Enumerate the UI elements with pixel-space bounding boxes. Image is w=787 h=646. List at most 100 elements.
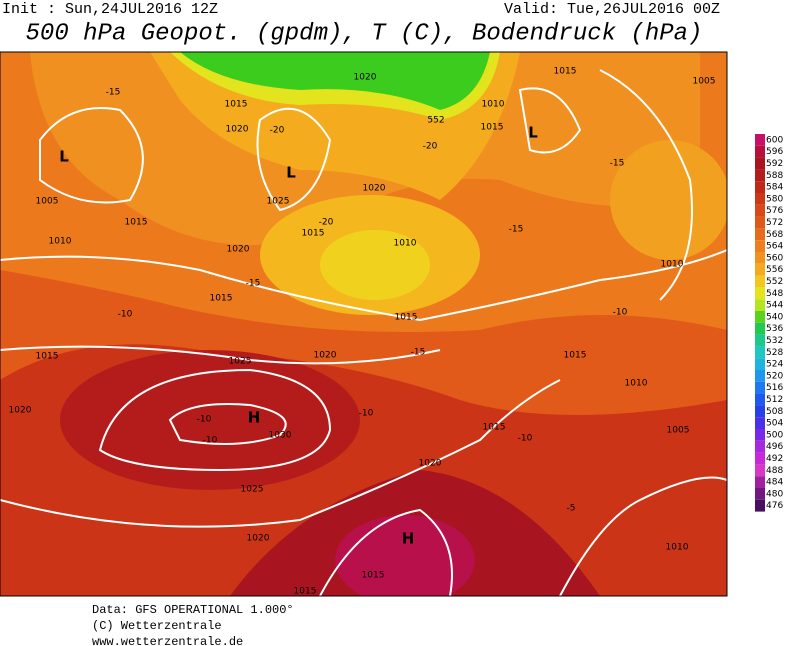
colorbar-swatch bbox=[755, 169, 765, 182]
colorbar-label: 540 bbox=[766, 312, 783, 322]
colorbar-swatch bbox=[755, 299, 765, 311]
contour-label: 1020 bbox=[9, 406, 32, 416]
colorbar-swatch bbox=[755, 193, 765, 205]
contour-label: 1015 bbox=[483, 423, 506, 433]
contour-label: -15 bbox=[411, 348, 426, 358]
colorbar-label: 536 bbox=[766, 324, 783, 334]
contour-label: -20 bbox=[423, 142, 438, 152]
pressure-center: H bbox=[248, 409, 261, 427]
contour-label: 1015 bbox=[302, 229, 325, 239]
colorbar-label: 584 bbox=[766, 183, 783, 193]
map-labels: -15 L 1005 1010 1015 1015 1020 -20 L 1025 1020 1020… bbox=[9, 67, 716, 597]
colorbar-label: 504 bbox=[766, 419, 783, 429]
pressure-center: L bbox=[528, 124, 538, 142]
colorbar-label: 520 bbox=[766, 371, 783, 381]
colorbar-swatch bbox=[755, 334, 765, 347]
colorbar-swatch bbox=[755, 145, 765, 158]
contour-label: 1010 bbox=[666, 543, 689, 553]
contour-label: 1010 bbox=[394, 239, 417, 249]
colorbar-swatch bbox=[755, 275, 765, 288]
contour-label: 1020 bbox=[419, 459, 442, 469]
contour-label: -10 bbox=[197, 415, 212, 425]
colorbar-swatch bbox=[755, 311, 765, 323]
colorbar-swatch bbox=[755, 440, 765, 453]
colorbar-swatch bbox=[755, 228, 765, 241]
colorbar-swatch bbox=[755, 370, 765, 382]
colorbar-label: 488 bbox=[766, 466, 783, 476]
colorbar-label: 596 bbox=[766, 147, 783, 157]
colorbar-label: 544 bbox=[766, 301, 783, 311]
colorbar-label: 592 bbox=[766, 159, 783, 169]
colorbar-swatch bbox=[755, 417, 765, 429]
contour-label: 1015 bbox=[210, 294, 233, 304]
pressure-center: L bbox=[286, 164, 296, 182]
contour-label: 1005 bbox=[36, 197, 59, 207]
contour-label: 1010 bbox=[625, 379, 648, 389]
contour-label: 1010 bbox=[661, 260, 684, 270]
map-title: 500 hPa Geopot. (gpdm), T (C), Bodendruc… bbox=[26, 20, 703, 47]
colorbar-label: 508 bbox=[766, 407, 783, 417]
contour-label: 1015 bbox=[395, 313, 418, 323]
colorbar-swatch bbox=[755, 358, 765, 370]
contour-label: 1020 bbox=[226, 125, 249, 135]
colorbar-label: 556 bbox=[766, 265, 783, 275]
colorbar-swatch bbox=[755, 499, 765, 512]
contour-label: -15 bbox=[106, 88, 121, 98]
colorbar-swatch bbox=[755, 476, 765, 488]
colorbar-label: 600 bbox=[766, 135, 783, 145]
contour-label: 1015 bbox=[564, 351, 587, 361]
colorbar-label: 568 bbox=[766, 230, 783, 240]
contour-label: 1020 bbox=[314, 351, 337, 361]
colorbar-swatch bbox=[755, 405, 765, 418]
contour-label: 1010 bbox=[482, 100, 505, 110]
colorbar-swatch bbox=[755, 252, 765, 264]
contour-label: 1015 bbox=[362, 571, 385, 581]
contour-label: 1025 bbox=[241, 485, 264, 495]
colorbar-label: 492 bbox=[766, 454, 783, 464]
colorbar-swatch bbox=[755, 287, 765, 300]
colorbar-swatch bbox=[755, 322, 765, 335]
contour-label: 1015 bbox=[554, 67, 577, 77]
colorbar-label: 532 bbox=[766, 336, 783, 346]
colorbar-swatch bbox=[755, 381, 765, 394]
colorbar-swatch bbox=[755, 157, 765, 170]
colorbar-label: 496 bbox=[766, 442, 783, 452]
contour-label: 1015 bbox=[481, 123, 504, 133]
contour-label: 1015 bbox=[36, 352, 59, 362]
contour-label: 1020 bbox=[354, 73, 377, 83]
colorbar-swatch bbox=[755, 429, 765, 441]
colorbar-label: 580 bbox=[766, 194, 783, 204]
pressure-center: L bbox=[59, 148, 69, 166]
colorbar-swatch bbox=[755, 346, 765, 359]
colorbar-label: 500 bbox=[766, 430, 783, 440]
colorbar-label: 516 bbox=[766, 383, 783, 393]
colorbar-swatch bbox=[755, 464, 765, 477]
contour-label: 1015 bbox=[225, 100, 248, 110]
colorbar-label: 572 bbox=[766, 218, 783, 228]
footer-url: www.wetterzentrale.de bbox=[92, 635, 243, 646]
contour-label: 1005 bbox=[667, 426, 690, 436]
colorbar-label: 552 bbox=[766, 277, 783, 287]
contour-label: -10 bbox=[359, 409, 374, 419]
footer-copyright: (C) Wetterzentrale bbox=[92, 619, 222, 633]
contour-label: 1020 bbox=[227, 245, 250, 255]
contour-label: -20 bbox=[319, 218, 334, 228]
contour-label: -10 bbox=[118, 310, 133, 320]
contour-label: -15 bbox=[610, 159, 625, 169]
colorbar-swatch bbox=[755, 488, 765, 500]
contour-label: -10 bbox=[613, 308, 628, 318]
colorbar-swatch bbox=[755, 240, 765, 252]
colorbar-swatch bbox=[755, 263, 765, 276]
contour-label: 1020 bbox=[363, 184, 386, 194]
colorbar-label: 484 bbox=[766, 478, 783, 488]
colorbar-label: 588 bbox=[766, 171, 783, 181]
contour-label: -10 bbox=[203, 436, 218, 446]
colorbar-label: 524 bbox=[766, 360, 783, 370]
contour-label: 1025 bbox=[267, 197, 290, 207]
colorbar-swatch bbox=[755, 181, 765, 193]
init-time: Init : Sun,24JUL2016 12Z bbox=[2, 1, 218, 18]
contour-label: -10 bbox=[518, 434, 533, 444]
colorbar-swatch bbox=[755, 204, 765, 217]
